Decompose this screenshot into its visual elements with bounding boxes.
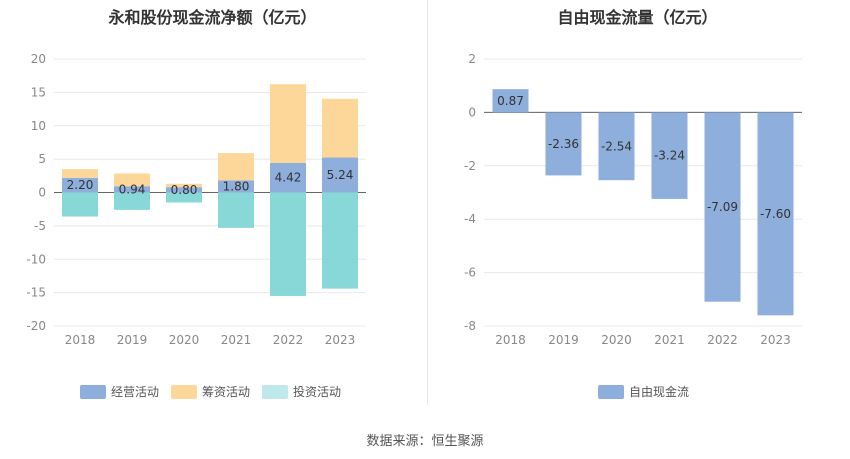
bar-投资活动-2021 <box>218 192 254 228</box>
y-tick-label: 10 <box>31 119 46 133</box>
bar-筹资活动-2023 <box>322 98 358 158</box>
bar-经营活动-2023 <box>322 157 358 193</box>
legend-item-operating[interactable]: 经营活动 <box>80 383 159 400</box>
data-label: -2.54 <box>601 139 632 153</box>
data-label: 0.94 <box>119 182 146 196</box>
legend-label: 自由现金流 <box>629 385 690 399</box>
data-source-note: 数据来源：恒生聚源 <box>366 434 484 449</box>
free-cashflow-bar-chart: 2 0 -2 -4 -6 -8 2018 2019 2020 2021 2022 2023 0.87 -2… <box>464 52 802 347</box>
bar-经营活动-2020 <box>166 187 202 193</box>
bar-free-cashflow-2022 <box>704 112 741 302</box>
data-label: 4.42 <box>275 171 302 185</box>
y-tick-label: -20 <box>26 319 46 333</box>
data-label: 0.80 <box>171 183 198 197</box>
legend-label: 投资活动 <box>293 385 342 399</box>
legend-item-financing[interactable]: 筹资活动 <box>171 383 250 400</box>
data-label: 0.87 <box>497 94 524 108</box>
legend-swatch <box>80 384 106 399</box>
bar-free-cashflow-2020 <box>598 112 635 181</box>
bar-筹资活动-2018 <box>62 169 98 178</box>
data-label: 5.24 <box>327 168 354 182</box>
bar-free-cashflow-2023 <box>757 112 794 316</box>
bar-筹资活动-2020 <box>166 183 202 188</box>
y-tick-label: -15 <box>26 286 46 300</box>
y-tick-label: -4 <box>464 212 476 226</box>
bar-经营活动-2019 <box>114 186 150 193</box>
y-tick-label: 20 <box>31 52 46 66</box>
bar-free-cashflow-2021 <box>651 112 688 199</box>
x-tick-label: 2018 <box>495 333 526 347</box>
x-tick-label: 2019 <box>117 333 148 347</box>
y-tick-label: 2 <box>468 52 476 66</box>
bar-经营活动-2022 <box>270 162 306 193</box>
bar-投资活动-2023 <box>322 192 358 289</box>
x-tick-label: 2023 <box>760 333 791 347</box>
bar-free-cashflow-2018 <box>492 89 529 113</box>
bar-经营活动-2018 <box>62 177 98 193</box>
data-label: 2.20 <box>67 178 94 192</box>
bar-投资活动-2020 <box>166 192 202 203</box>
y-tick-label: 5 <box>38 152 46 166</box>
y-tick-label: -2 <box>464 159 476 173</box>
x-tick-label: 2020 <box>169 333 200 347</box>
left-chart-legend: 经营活动 筹资活动 投资活动 <box>80 383 353 400</box>
x-tick-label: 2021 <box>221 333 252 347</box>
y-tick-label: 0 <box>468 105 476 119</box>
right-chart-title: 自由现金流量（亿元） <box>557 8 718 27</box>
legend-swatch <box>598 384 624 399</box>
data-label: -2.36 <box>548 137 579 151</box>
x-tick-label: 2020 <box>601 333 632 347</box>
y-tick-label: -10 <box>26 252 46 266</box>
data-label: -7.60 <box>760 207 791 221</box>
bar-筹资活动-2021 <box>218 153 254 181</box>
x-tick-label: 2023 <box>325 333 356 347</box>
y-tick-label: -5 <box>34 219 46 233</box>
y-tick-label: 0 <box>38 186 46 200</box>
bar-投资活动-2018 <box>62 192 98 217</box>
panel-divider <box>427 0 428 405</box>
x-tick-label: 2022 <box>707 333 738 347</box>
cashflow-stacked-bar-chart: 20 15 10 5 0 -5 -10 -15 -20 2018 2019 2020 2021 2022 2… <box>26 52 366 347</box>
data-label: -7.09 <box>707 200 738 214</box>
bar-投资活动-2022 <box>270 192 306 296</box>
y-tick-label: 15 <box>31 85 46 99</box>
data-label: 1.80 <box>223 179 250 193</box>
legend-label: 筹资活动 <box>202 385 251 399</box>
legend-item-investing[interactable]: 投资活动 <box>262 383 341 400</box>
legend-swatch <box>171 384 198 399</box>
data-label: -3.24 <box>654 149 685 163</box>
bar-筹资活动-2022 <box>270 84 306 163</box>
y-tick-label: -6 <box>464 266 476 280</box>
legend-swatch <box>262 384 289 399</box>
bar-筹资活动-2019 <box>114 173 150 187</box>
x-tick-label: 2018 <box>65 333 96 347</box>
bar-投资活动-2019 <box>114 192 150 210</box>
right-chart-legend: 自由现金流 <box>598 383 701 400</box>
x-tick-label: 2022 <box>273 333 304 347</box>
legend-label: 经营活动 <box>111 385 160 399</box>
legend-item-free-cashflow[interactable]: 自由现金流 <box>598 383 689 400</box>
bar-经营活动-2021 <box>218 180 254 193</box>
x-tick-label: 2021 <box>654 333 685 347</box>
y-tick-label: -8 <box>464 319 476 333</box>
left-chart-title: 永和股份现金流净额（亿元） <box>108 8 317 27</box>
bar-free-cashflow-2019 <box>545 112 582 176</box>
x-tick-label: 2019 <box>548 333 579 347</box>
